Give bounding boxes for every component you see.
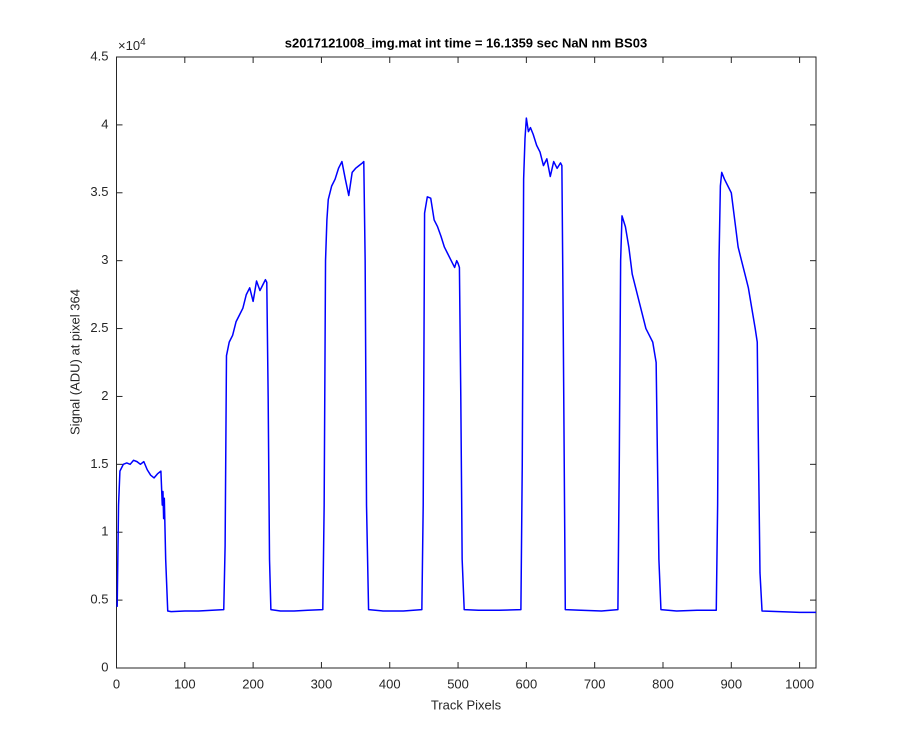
signal-line: [116, 117, 816, 614]
y-scale-label: ×104: [118, 37, 146, 54]
x-tick-label: 0: [113, 676, 120, 691]
x-tick-label: 200: [242, 676, 264, 691]
x-tick-label: 900: [720, 676, 742, 691]
x-tick-label: 300: [311, 676, 333, 691]
y-tick-label: 2.5: [90, 320, 108, 335]
y-scale-exponent: 4: [140, 37, 146, 48]
y-tick-label: 3: [101, 252, 108, 267]
y-tick-label: 0: [101, 659, 108, 674]
y-tick-label: 0.5: [90, 592, 108, 607]
x-tick-label: 100: [174, 676, 196, 691]
y-tick-label: 3.5: [90, 184, 108, 199]
x-tick-label: 400: [379, 676, 401, 691]
y-tick-label: 4.5: [90, 48, 108, 63]
x-axis-label: Track Pixels: [431, 697, 502, 712]
x-tick-label: 1000: [785, 676, 814, 691]
y-scale-base: ×10: [118, 38, 140, 53]
x-tick-label: 600: [516, 676, 538, 691]
x-tick-label: 700: [584, 676, 606, 691]
x-tick-label: 800: [652, 676, 674, 691]
y-tick-label: 1: [101, 524, 108, 539]
y-tick-label: 2: [101, 388, 108, 403]
plot-area: [116, 56, 817, 669]
y-tick-label: 4: [101, 116, 108, 131]
y-tick-label: 1.5: [90, 456, 108, 471]
chart-title: s2017121008_img.mat int time = 16.1359 s…: [285, 35, 647, 50]
x-tick-label: 500: [447, 676, 469, 691]
y-axis-label: Signal (ADU) at pixel 364: [67, 289, 82, 435]
